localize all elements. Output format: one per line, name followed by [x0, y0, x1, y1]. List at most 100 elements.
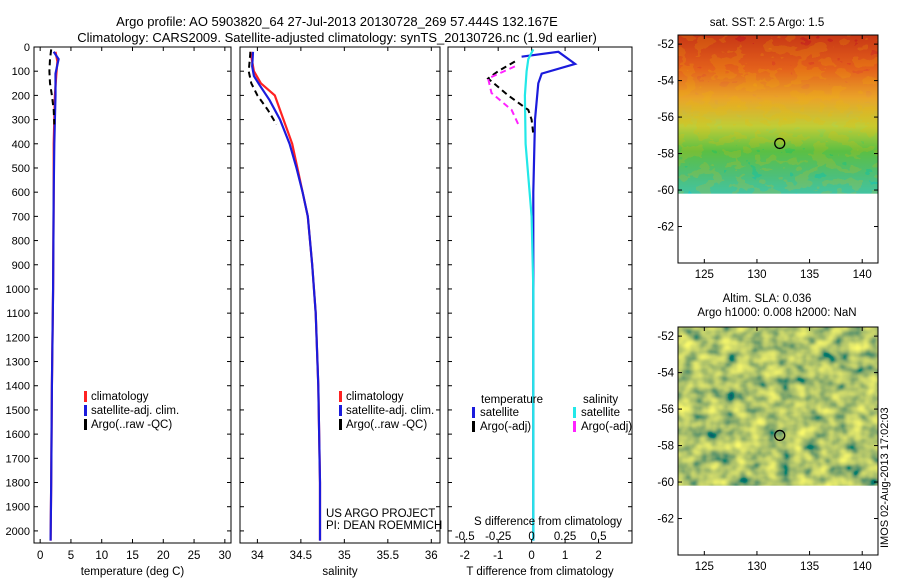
sla-map-ytick-label: -58	[657, 441, 674, 453]
depth-tick-label: 700	[12, 211, 30, 223]
difference-xlabel: T difference from climatology	[466, 566, 613, 578]
salinity-legend-swatch	[339, 419, 342, 430]
temperature-legend-swatch	[84, 391, 87, 402]
difference-xtick-label: 0	[528, 550, 534, 562]
diff-xtick-label-salinity: 0.5	[591, 531, 607, 543]
diff-legend-swatch	[472, 407, 475, 418]
diff-legend-label: Argo(-adj)	[581, 421, 632, 433]
sst-map-ytick-label: -58	[657, 149, 674, 161]
depth-tick-label: 1600	[6, 429, 30, 441]
side-stamp: IMOS 02-Aug-2013 17:02:03	[879, 407, 891, 548]
difference-xtick-label: 1	[562, 550, 568, 562]
difference-series-temperature-argo-adj-	[486, 60, 535, 135]
diff-legend-label: satellite	[480, 407, 519, 419]
salinity-annotation: US ARGO PROJECT	[326, 508, 435, 520]
salinity-legend-swatch	[339, 405, 342, 416]
salinity-xtick-label: 34	[251, 550, 264, 562]
sla-map-ytick-label: -56	[657, 404, 674, 416]
salinity-legend-label: satellite-adj. clim.	[346, 405, 434, 417]
diff-legend-label: Argo(-adj)	[480, 421, 531, 433]
sst-map-ytick-label: -54	[657, 76, 674, 88]
salinity-series-argo-raw-qc-	[247, 51, 278, 125]
diff-legend-title-sal: salinity	[583, 394, 618, 406]
diff-xtick-label-salinity: 0	[528, 531, 534, 543]
diff-xtick-label-salinity: 0.25	[554, 531, 576, 543]
difference-series-salinity-satellite	[523, 48, 535, 541]
sla-map-argo-marker	[774, 429, 786, 442]
temperature-legend-label: climatology	[91, 391, 149, 403]
temperature-xtick-label: 10	[95, 550, 108, 562]
sla-frame	[677, 326, 879, 556]
sst-map-nodata	[678, 193, 878, 263]
diff-legend-swatch	[573, 421, 576, 432]
sla-map-ytick-label: -62	[657, 514, 674, 526]
sla-map-ytick-label: -52	[657, 331, 674, 343]
salinity-xtick-label: 35	[338, 550, 351, 562]
difference-series-temperature-satellite	[521, 50, 578, 541]
difference-panel: -2 -1 0 1 2 T difference from climatology temp…	[447, 46, 633, 578]
sst-map-xtick-label: 125	[695, 269, 714, 281]
depth-tick-label: 0	[24, 42, 30, 54]
depth-tick-label: 400	[12, 139, 30, 151]
diff-xtick-label-salinity: -0.25	[485, 531, 511, 543]
temperature-xtick-label: 0	[37, 550, 43, 562]
sst-map-argo-marker	[774, 137, 786, 150]
depth-tick-label: 1400	[6, 381, 30, 393]
depth-tick-label: 1300	[6, 357, 30, 369]
salinity-series-satellite-adj-clim-	[251, 51, 322, 541]
sst-map-ytick-label: -52	[657, 39, 674, 51]
title-line-2: Climatology: CARS2009. Satellite-adjuste…	[77, 30, 597, 45]
salinity-xtick-label: 34.5	[290, 550, 312, 562]
sst-map-ytick-label: -60	[657, 185, 674, 197]
depth-tick-label: 1900	[6, 502, 30, 514]
sst-map-title: sat. SST: 2.5 Argo: 1.5	[710, 17, 824, 29]
depth-tick-label: 300	[12, 115, 30, 127]
depth-tick-label: 600	[12, 187, 30, 199]
sst-map: sat. SST: 2.5 Argo: 1.5 -52 -54 -56 -58 -60 -…	[657, 17, 879, 281]
sst-map-ytick-label: -56	[657, 112, 674, 124]
temperature-legend-swatch	[84, 419, 87, 430]
sst-map-xtick-label: 140	[853, 269, 872, 281]
temperature-series-satellite-adj-clim-	[49, 51, 60, 541]
depth-tick-label: 1100	[6, 308, 30, 320]
sla-map-ytick-label: -54	[657, 368, 674, 380]
salinity-legend-label: Argo(..raw -QC)	[346, 419, 427, 431]
temperature-xtick-label: 15	[126, 550, 139, 562]
difference-frame	[447, 46, 633, 544]
sla-map-nodata	[678, 485, 878, 555]
sla-map-subtitle: Argo h1000: 0.008 h2000: NaN	[697, 307, 856, 319]
depth-tick-label: 2000	[6, 526, 30, 538]
salinity-series-climatology	[249, 51, 322, 541]
sla-map-ytick-label: -60	[657, 477, 674, 489]
depth-tick-label: 1000	[6, 284, 30, 296]
sst-map-xtick-label: 130	[747, 269, 766, 281]
sst-map-ytick-label: -62	[657, 222, 674, 234]
diff-legend-swatch	[472, 421, 475, 432]
salinity-xtick-label: 36	[425, 550, 438, 562]
depth-tick-label: 1800	[6, 478, 30, 490]
temperature-legend-label: satellite-adj. clim.	[91, 405, 179, 417]
difference-xtick-label: 2	[595, 550, 601, 562]
depth-tick-label: 1500	[6, 405, 30, 417]
title-line-1: Argo profile: AO 5903820_64 27-Jul-2013 …	[116, 14, 558, 29]
difference-xtick-label: -1	[493, 550, 503, 562]
salinity-xtick-label: 35.5	[377, 550, 399, 562]
temperature-xtick-label: 5	[68, 550, 74, 562]
sla-map-xtick-label: 140	[853, 561, 872, 573]
difference-series-salinity-argo-adj-	[486, 65, 520, 125]
depth-tick-label: 500	[12, 163, 30, 175]
sst-frame	[677, 34, 879, 264]
salinity-annotation: PI: DEAN ROEMMICH	[326, 520, 442, 532]
sst-map-xtick-label: 135	[800, 269, 819, 281]
temperature-legend-label: Argo(..raw -QC)	[91, 419, 172, 431]
diff-legend-title-temp: temperature	[481, 394, 543, 406]
diff-legend-label: satellite	[581, 407, 620, 419]
depth-tick-label: 800	[12, 236, 30, 248]
salinity-legend-swatch	[339, 391, 342, 402]
sla-field-texture	[678, 327, 878, 493]
depth-tick-label: 900	[12, 260, 30, 272]
sla-map: Altim. SLA: 0.036 Argo h1000: 0.008 h200…	[657, 293, 879, 573]
temperature-xtick-label: 30	[218, 550, 231, 562]
sla-map-title: Altim. SLA: 0.036	[723, 293, 812, 305]
